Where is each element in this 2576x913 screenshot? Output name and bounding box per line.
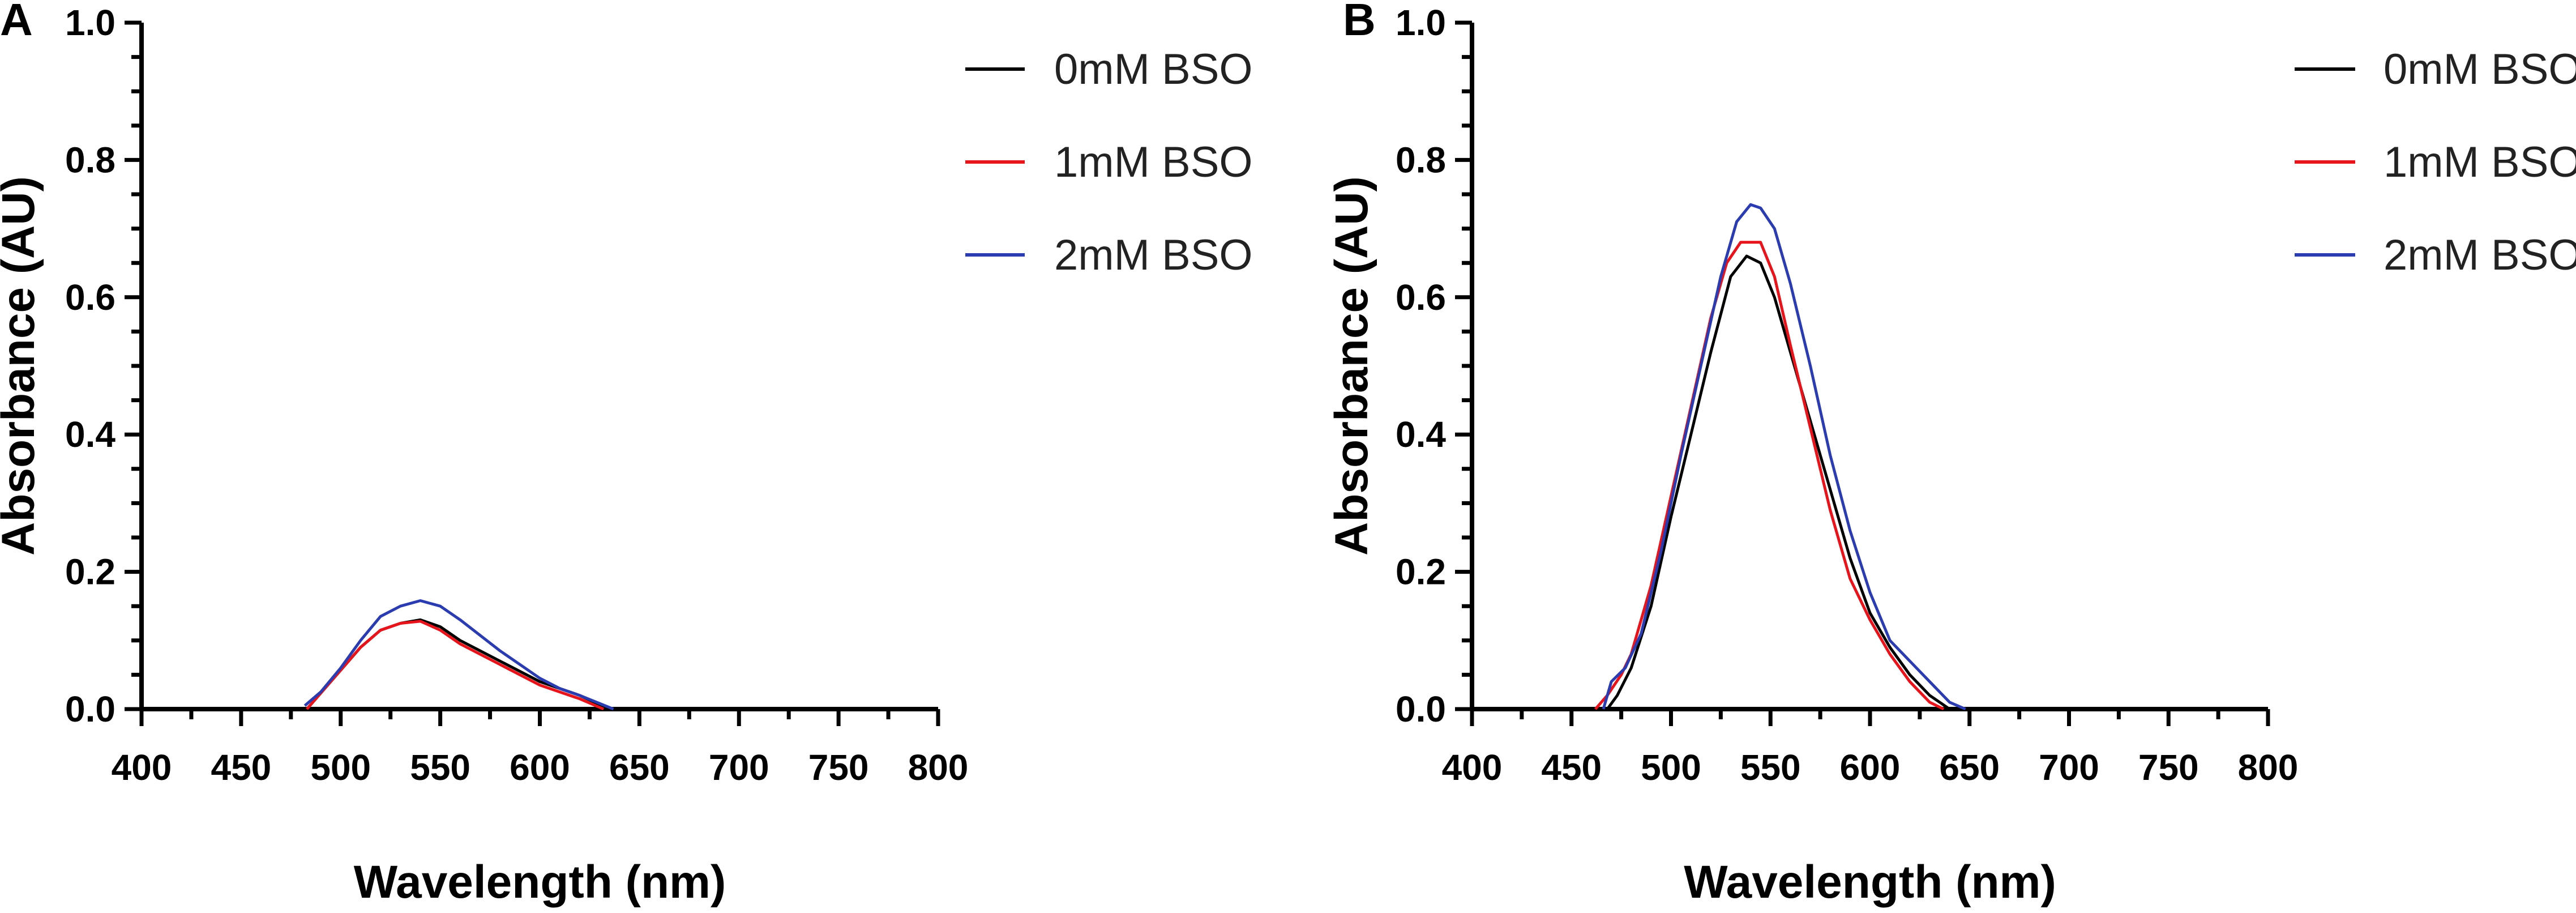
series-line-2mm-bso [1602, 203, 1966, 711]
y-tick-label: 0.0 [65, 689, 115, 729]
chart-panel-a: A 0.0 0.2 0.4 0.6 0.8 1.0 400 450 500 550 600 650 700… [0, 0, 1253, 908]
y-tick-label: 0.2 [1396, 552, 1446, 592]
x-tick-label: 800 [2238, 747, 2299, 788]
panel-letter: B [1343, 0, 1376, 45]
x-tick-label: 700 [709, 747, 769, 788]
legend: 0mM BSO 1mM BSO 2mM BSO [2295, 45, 2576, 279]
x-tick-label: 600 [510, 747, 570, 788]
x-tick-label: 600 [1840, 747, 1901, 788]
y-tick-label: 1.0 [1396, 2, 1446, 43]
x-tick-label: 750 [808, 747, 869, 788]
x-tick-label: 650 [1939, 747, 2000, 788]
y-tick-label: 0.4 [1396, 414, 1446, 455]
y-tick-label: 0.2 [65, 552, 115, 592]
y-tick-label: 0.8 [1396, 139, 1446, 180]
y-tick-label: 0.8 [65, 139, 115, 180]
x-tick-label: 550 [1740, 747, 1801, 788]
x-tick-label: 750 [2138, 747, 2199, 788]
y-tick-label: 0.6 [65, 277, 115, 318]
panel-letter: A [0, 0, 33, 45]
legend-label: 2mM BSO [2384, 231, 2576, 279]
legend-label: 1mM BSO [2384, 138, 2576, 186]
x-tick-label: 500 [1641, 747, 1701, 788]
x-axis-title: Wavelength (nm) [354, 856, 726, 908]
series-line-1mm-bso [306, 620, 605, 711]
y-tick-label: 0.6 [1396, 277, 1446, 318]
legend: 0mM BSO 1mM BSO 2mM BSO [965, 45, 1253, 279]
series-line-0mm-bso [306, 618, 610, 711]
legend-label: 1mM BSO [1054, 138, 1253, 186]
legend-label: 0mM BSO [1054, 45, 1253, 93]
x-tick-label: 550 [410, 747, 470, 788]
y-tick-label: 1.0 [65, 2, 115, 43]
x-tick-label: 400 [112, 747, 172, 788]
y-axis-title: Absorbance (AU) [0, 176, 44, 556]
series-line-2mm-bso [303, 599, 614, 711]
y-tick-label: 0.0 [1396, 689, 1446, 729]
legend-label: 0mM BSO [2384, 45, 2576, 93]
x-tick-label: 450 [1541, 747, 1602, 788]
legend-label: 2mM BSO [1054, 231, 1253, 279]
x-tick-label: 450 [211, 747, 271, 788]
series-line-1mm-bso [1594, 241, 1945, 711]
series-line-0mm-bso [1606, 254, 1951, 711]
x-tick-label: 500 [310, 747, 371, 788]
y-axis-title: Absorbance (AU) [1326, 176, 1377, 556]
x-tick-label: 800 [908, 747, 969, 788]
x-tick-label: 700 [2039, 747, 2099, 788]
x-axis-title: Wavelength (nm) [1684, 856, 2056, 908]
x-tick-label: 650 [609, 747, 670, 788]
x-tick-label: 400 [1442, 747, 1503, 788]
chart-panel-b: B 0.0 0.2 0.4 0.6 0.8 1.0 400 450 500 550 600 650 700… [1326, 0, 2576, 908]
y-tick-label: 0.4 [65, 414, 115, 455]
